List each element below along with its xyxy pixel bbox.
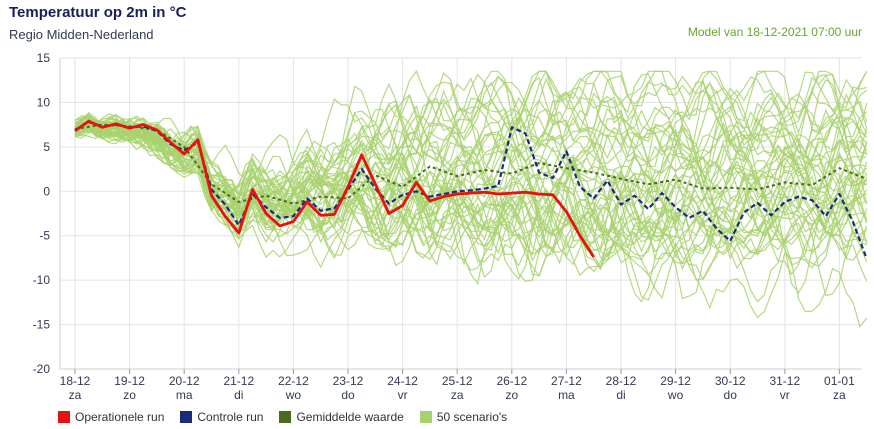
x-tick-date: 28-12: [606, 374, 637, 388]
x-tick-date: 29-12: [660, 374, 691, 388]
ensemble-scenario-line: [74, 70, 867, 209]
model-info: Model van 18-12-2021 07:00 uur: [687, 25, 862, 39]
y-tick-label: -15: [33, 318, 51, 332]
x-tick-day: di: [616, 388, 625, 402]
chart-subtitle: Regio Midden-Nederland: [9, 27, 154, 42]
operational-run-line: [74, 119, 595, 258]
legend-label-control: Controle run: [197, 410, 264, 424]
series-lines: [74, 119, 868, 260]
ensemble-scenario-line: [74, 121, 867, 240]
x-tick-day: wo: [667, 388, 684, 402]
x-tick-day: di: [234, 388, 243, 402]
x-tick-date: 27-12: [551, 374, 582, 388]
x-axis-ticks: 18-12za19-12zo20-12ma21-12di22-12wo23-12…: [60, 369, 855, 402]
legend-label-operational: Operationele run: [75, 410, 165, 424]
x-tick-date: 22-12: [278, 374, 309, 388]
legend-item-mean[interactable]: Gemiddelde waarde: [279, 410, 404, 424]
legend: Operationele run Controle run Gemiddelde…: [58, 410, 507, 424]
x-tick-day: vr: [398, 388, 408, 402]
y-tick-label: -10: [33, 273, 51, 287]
x-tick-date: 18-12: [60, 374, 91, 388]
x-tick-day: zo: [505, 388, 518, 402]
x-tick-date: 01-01: [824, 374, 855, 388]
x-tick-date: 25-12: [442, 374, 473, 388]
ensemble-scenario-line: [74, 78, 868, 215]
x-tick-date: 20-12: [169, 374, 200, 388]
x-tick-date: 19-12: [114, 374, 145, 388]
x-tick-day: ma: [176, 388, 193, 402]
x-tick-day: do: [724, 388, 738, 402]
x-tick-date: 24-12: [387, 374, 418, 388]
legend-label-scenarios: 50 scenario's: [436, 410, 508, 424]
y-tick-label: 15: [37, 51, 51, 65]
ensemble-scenario-line: [74, 70, 868, 201]
x-tick-day: ma: [558, 388, 575, 402]
legend-item-scenarios[interactable]: 50 scenario's: [419, 410, 508, 424]
y-tick-label: 5: [43, 140, 50, 154]
x-tick-day: wo: [285, 388, 302, 402]
x-tick-date: 26-12: [496, 374, 527, 388]
legend-swatch-scenarios: [419, 411, 432, 423]
legend-label-mean: Gemiddelde waarde: [296, 410, 404, 424]
legend-swatch-operational: [58, 411, 70, 423]
legend-swatch-control: [180, 411, 193, 423]
ensemble-scenario-line: [74, 119, 868, 329]
legend-swatch-mean: [279, 411, 292, 423]
x-tick-day: vr: [780, 388, 790, 402]
ensemble-scenario-line: [74, 118, 868, 219]
legend-item-control[interactable]: Controle run: [180, 410, 263, 424]
x-tick-day: za: [451, 388, 464, 402]
x-tick-day: do: [341, 388, 355, 402]
ensemble-lines: [74, 70, 868, 329]
y-tick-label: 10: [37, 95, 51, 109]
chart-title: Temperatuur op 2m in °C: [9, 4, 187, 21]
x-tick-date: 30-12: [715, 374, 746, 388]
x-tick-date: 21-12: [223, 374, 254, 388]
x-tick-day: zo: [123, 388, 136, 402]
x-tick-date: 31-12: [769, 374, 800, 388]
x-tick-day: za: [69, 388, 82, 402]
y-tick-label: -5: [39, 229, 50, 243]
legend-item-operational[interactable]: Operationele run: [58, 410, 164, 424]
x-tick-day: za: [833, 388, 846, 402]
y-axis-ticks: 15 10 5 0 -5 -10 -15 -20: [33, 51, 51, 376]
y-tick-label: 0: [43, 184, 50, 198]
x-tick-date: 23-12: [333, 374, 364, 388]
y-tick-label: -20: [33, 362, 51, 376]
